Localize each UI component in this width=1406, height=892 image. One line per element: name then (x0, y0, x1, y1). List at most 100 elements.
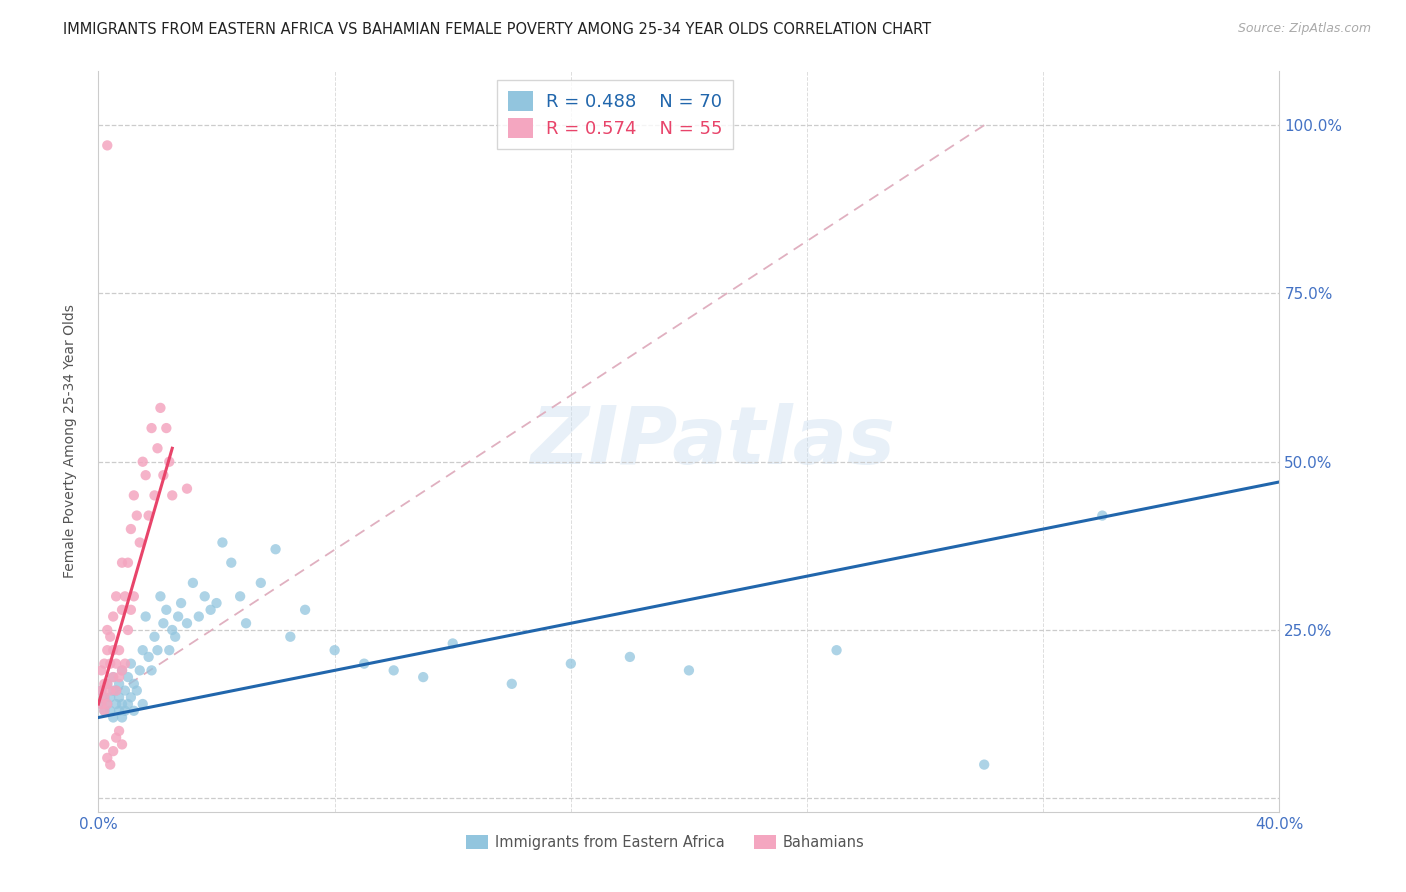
Point (152, 468, 174, 483)
Point (103, 643, 125, 657)
Point (120, 522, 142, 536)
Point (108, 690, 131, 705)
Point (149, 590, 172, 604)
Point (132, 697, 155, 711)
Point (141, 664, 163, 678)
Point (117, 670, 139, 684)
Point (93, 704, 115, 718)
Point (264, 542, 287, 557)
Point (108, 643, 131, 657)
Point (155, 603, 177, 617)
Point (93, 690, 115, 705)
Point (152, 616, 174, 631)
Point (146, 442, 169, 456)
Point (143, 488, 166, 502)
Point (111, 603, 134, 617)
Point (560, 657, 582, 671)
Point (122, 488, 145, 502)
Point (132, 455, 155, 469)
Point (122, 590, 145, 604)
Point (155, 421, 177, 435)
Point (141, 421, 163, 435)
Point (108, 704, 131, 718)
Point (678, 664, 700, 678)
Point (117, 623, 139, 637)
Point (111, 556, 134, 570)
Point (117, 556, 139, 570)
Point (90, 664, 112, 678)
Point (103, 744, 125, 758)
Point (114, 704, 136, 718)
Point (181, 575, 204, 590)
Point (96, 697, 118, 711)
Point (108, 677, 131, 691)
Point (90, 697, 112, 711)
Point (96, 751, 118, 765)
Legend: Immigrants from Eastern Africa, Bahamians: Immigrants from Eastern Africa, Bahamian… (460, 830, 870, 856)
Point (157, 455, 180, 469)
Point (114, 683, 136, 698)
Point (176, 482, 198, 496)
Point (105, 657, 128, 671)
Point (105, 683, 128, 698)
Point (235, 616, 257, 631)
Point (98, 704, 121, 718)
Point (323, 643, 346, 657)
Point (353, 657, 375, 671)
Point (105, 683, 128, 698)
Point (170, 596, 193, 610)
Point (117, 697, 139, 711)
Point (973, 757, 995, 772)
Point (103, 609, 125, 624)
Point (194, 590, 217, 604)
Point (1091, 508, 1114, 523)
Point (250, 575, 273, 590)
Point (98, 757, 121, 772)
Point (135, 609, 157, 624)
Point (93, 738, 115, 752)
Point (103, 710, 125, 724)
Point (96, 697, 118, 711)
Point (122, 704, 145, 718)
Point (619, 649, 641, 664)
Point (120, 603, 142, 617)
Point (90, 683, 112, 698)
Text: ZIPatlas: ZIPatlas (530, 402, 896, 481)
Point (90, 697, 112, 711)
Point (103, 683, 125, 698)
Point (162, 488, 183, 502)
Point (167, 609, 190, 624)
Point (93, 677, 115, 691)
Point (111, 738, 134, 752)
Point (221, 556, 243, 570)
Point (122, 677, 145, 691)
Point (93, 704, 115, 718)
Point (90, 683, 112, 698)
Point (98, 690, 121, 705)
Text: IMMIGRANTS FROM EASTERN AFRICA VS BAHAMIAN FEMALE POVERTY AMONG 25-34 YEAR OLDS : IMMIGRANTS FROM EASTERN AFRICA VS BAHAMI… (63, 22, 931, 37)
Point (229, 590, 252, 604)
Point (187, 609, 209, 624)
Point (125, 683, 148, 698)
Point (441, 636, 464, 650)
Point (294, 603, 316, 617)
Point (108, 723, 131, 738)
Point (111, 697, 134, 711)
Point (825, 643, 848, 657)
Point (103, 670, 125, 684)
Point (111, 664, 134, 678)
Point (98, 657, 121, 671)
Point (93, 690, 115, 705)
Point (120, 657, 142, 671)
Point (98, 630, 121, 644)
Point (501, 677, 523, 691)
Text: Source: ZipAtlas.com: Source: ZipAtlas.com (1237, 22, 1371, 36)
Point (211, 535, 233, 549)
Point (382, 664, 405, 678)
Point (157, 643, 180, 657)
Point (96, 138, 118, 153)
Point (135, 468, 157, 483)
Point (114, 657, 136, 671)
Point (108, 670, 131, 684)
Point (176, 616, 198, 631)
